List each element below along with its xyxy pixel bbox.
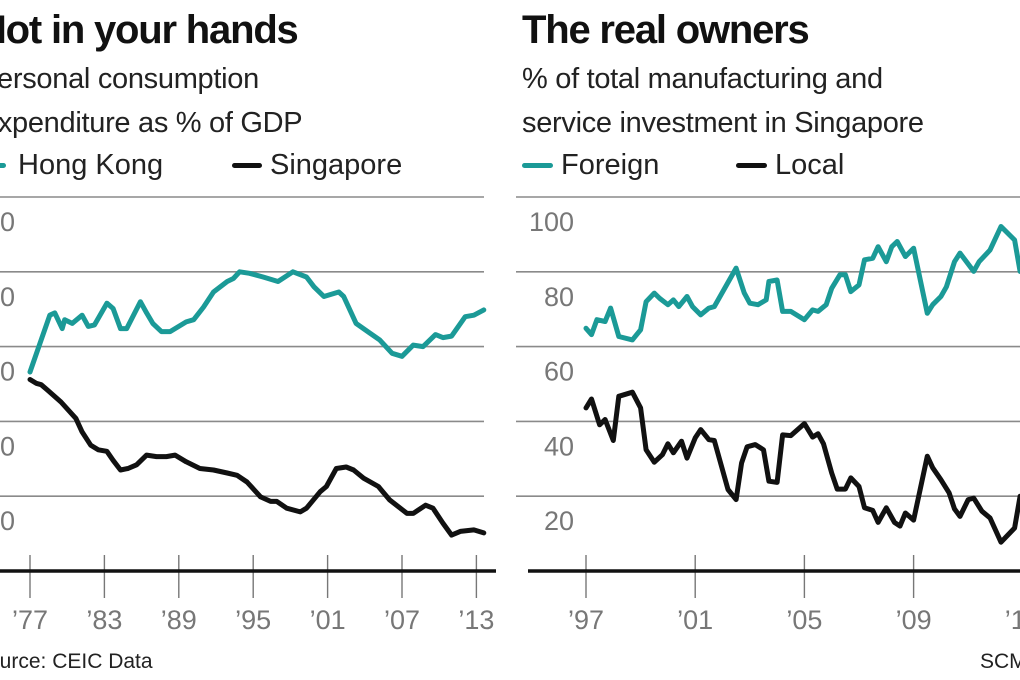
right-y-tick-label: 20 (544, 506, 574, 536)
left-x-tick-label: ’77 (12, 605, 48, 635)
right-chart-title: The real owners (522, 8, 810, 52)
legend-label-foreign: Foreign (561, 149, 660, 181)
legend-swatch-singapore (232, 163, 262, 168)
right-chart-subtitle-line1: % of total manufacturing and (522, 63, 883, 95)
right-x-tick-label: ’05 (786, 605, 822, 635)
left-series-singapore (27, 377, 487, 538)
right-x-tick-label: ’01 (677, 605, 713, 635)
legend-swatch-local (736, 163, 767, 168)
left-x-tick-label: ’13 (458, 605, 494, 635)
source-note: Source: CEIC Data (0, 650, 153, 673)
left-series-hong-kong (27, 269, 487, 375)
legend-label-local: Local (775, 149, 845, 181)
legend-swatch-foreign (522, 163, 553, 168)
left-y-tick-label: 60 (0, 357, 15, 387)
left-chart-title: Not in your hands (0, 8, 299, 52)
left-x-tick-label: ’95 (235, 605, 271, 635)
left-x-tick-label: ’83 (86, 605, 122, 635)
left-x-tick-label: ’07 (384, 605, 420, 635)
left-x-tick-label: ’89 (161, 605, 197, 635)
legend-label-singapore: Singapore (270, 149, 403, 181)
left-y-tick-label: 80 (0, 207, 15, 237)
right-series-local (583, 389, 1020, 545)
legend-label-hong-kong: Hong Kong (18, 149, 164, 181)
right-y-tick-label: 100 (529, 207, 574, 237)
legend-swatch-hong-kong (0, 163, 6, 168)
right-y-tick-label: 80 (544, 282, 574, 312)
credit-note: SCMP (980, 650, 1020, 673)
right-chart-subtitle-line2: service investment in Singapore (522, 107, 924, 139)
left-y-tick-label: 50 (0, 431, 15, 461)
right-x-tick-label: ’13 (1005, 605, 1020, 635)
left-chart-subtitle-line1: Personal consumption (0, 63, 259, 95)
left-x-tick-label: ’01 (310, 605, 346, 635)
right-y-tick-label: 40 (544, 431, 574, 461)
left-chart-subtitle-line2: expenditure as % of GDP (0, 107, 303, 139)
left-y-tick-label: 40 (0, 506, 15, 536)
right-y-tick-label: 60 (544, 357, 574, 387)
right-chart: 100 80 60 40 20 ’97 ’01 ’05 ’09 ’13 (516, 196, 1020, 635)
right-x-tick-label: ’97 (568, 605, 604, 635)
left-y-tick-label: 70 (0, 282, 15, 312)
right-series-foreign (583, 224, 1020, 343)
left-chart: 80 70 60 50 40 ’77 ’83 ’89 ’95 ’01 ’07 ’13 (0, 196, 496, 635)
right-x-tick-label: ’09 (896, 605, 932, 635)
